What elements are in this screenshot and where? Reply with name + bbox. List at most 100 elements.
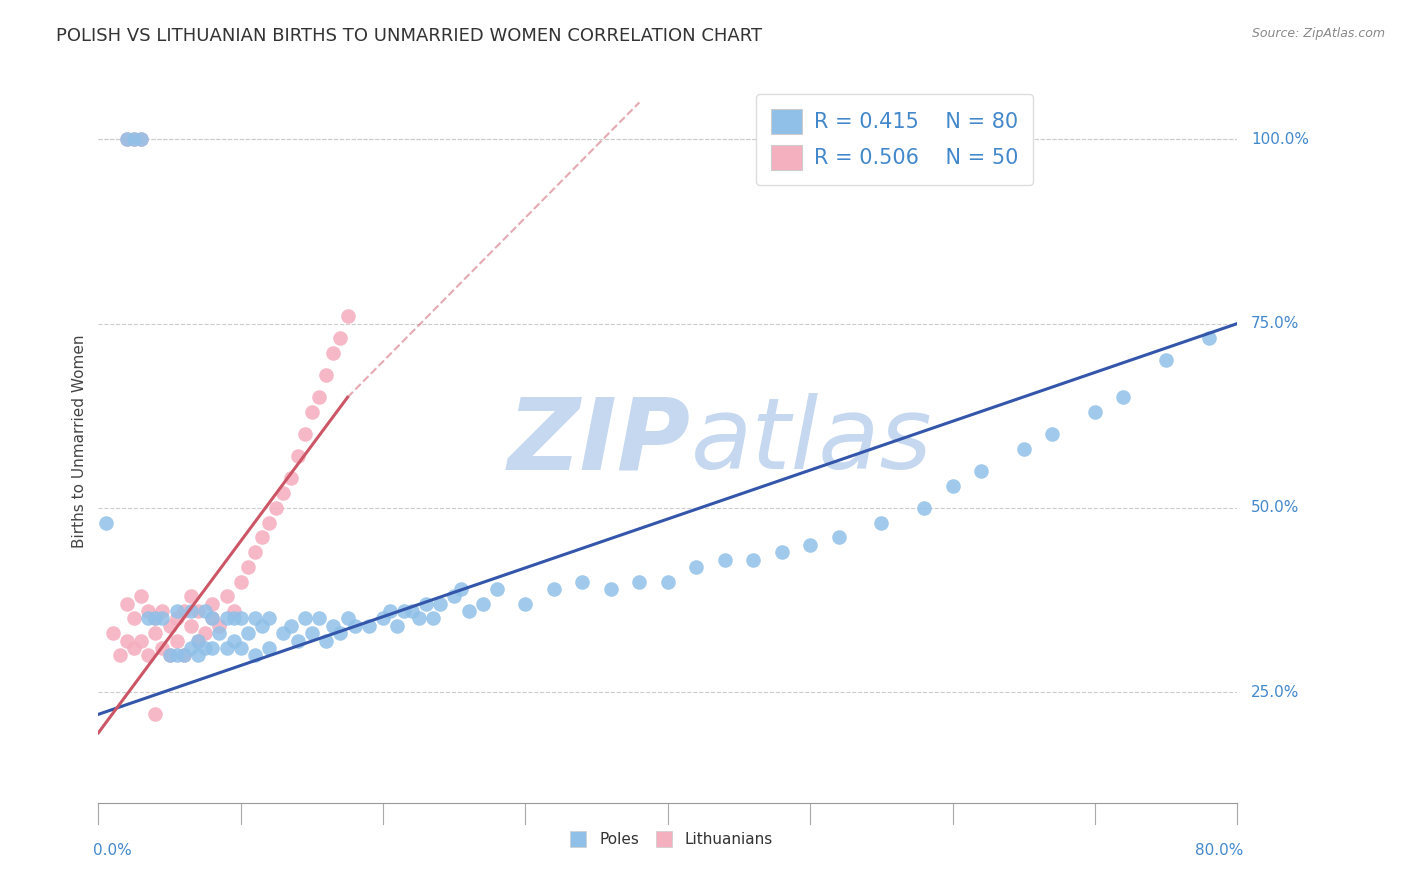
Point	[942, 479, 965, 493]
Point	[336, 309, 359, 323]
Point	[329, 331, 352, 345]
Point	[166, 604, 188, 618]
Point	[108, 648, 131, 663]
Point	[1012, 442, 1035, 456]
Point	[180, 640, 202, 655]
Text: 0.0%: 0.0%	[93, 843, 132, 857]
Point	[94, 516, 117, 530]
Point	[159, 648, 181, 663]
Point	[236, 560, 259, 574]
Point	[215, 590, 238, 604]
Point	[180, 604, 202, 618]
Point	[129, 633, 152, 648]
Point	[145, 707, 167, 722]
Point	[280, 471, 302, 485]
Point	[294, 427, 316, 442]
Point	[443, 590, 465, 604]
Point	[236, 626, 259, 640]
Point	[486, 582, 509, 596]
Text: Source: ZipAtlas.com: Source: ZipAtlas.com	[1251, 27, 1385, 40]
Point	[1112, 390, 1135, 404]
Point	[657, 574, 679, 589]
Point	[799, 538, 821, 552]
Point	[315, 368, 337, 383]
Point	[173, 648, 195, 663]
Point	[145, 626, 167, 640]
Point	[166, 648, 188, 663]
Point	[685, 560, 707, 574]
Point	[201, 640, 224, 655]
Point	[373, 611, 395, 625]
Point	[180, 590, 202, 604]
Point	[515, 597, 537, 611]
Legend: Poles, Lithuanians: Poles, Lithuanians	[557, 826, 779, 853]
Point	[136, 611, 159, 625]
Point	[229, 611, 252, 625]
Point	[159, 619, 181, 633]
Point	[136, 648, 159, 663]
Point	[308, 390, 330, 404]
Point	[415, 597, 437, 611]
Point	[187, 633, 209, 648]
Point	[115, 132, 138, 146]
Point	[201, 597, 224, 611]
Point	[408, 611, 430, 625]
Point	[259, 640, 281, 655]
Point	[259, 516, 281, 530]
Point	[770, 545, 793, 559]
Point	[322, 619, 344, 633]
Point	[180, 619, 202, 633]
Point	[308, 611, 330, 625]
Point	[173, 604, 195, 618]
Point	[222, 604, 245, 618]
Point	[136, 604, 159, 618]
Text: 80.0%: 80.0%	[1195, 843, 1243, 857]
Point	[166, 611, 188, 625]
Point	[243, 648, 266, 663]
Point	[145, 611, 167, 625]
Point	[194, 604, 217, 618]
Point	[457, 604, 479, 618]
Point	[1198, 331, 1220, 345]
Point	[287, 450, 309, 464]
Point	[166, 633, 188, 648]
Point	[194, 626, 217, 640]
Point	[187, 604, 209, 618]
Point	[122, 640, 145, 655]
Point	[129, 132, 152, 146]
Text: 25.0%: 25.0%	[1251, 685, 1299, 699]
Point	[571, 574, 593, 589]
Point	[600, 582, 623, 596]
Point	[471, 597, 494, 611]
Point	[329, 626, 352, 640]
Point	[187, 648, 209, 663]
Point	[301, 626, 323, 640]
Point	[870, 516, 893, 530]
Point	[322, 346, 344, 360]
Point	[1154, 353, 1177, 368]
Point	[450, 582, 472, 596]
Point	[243, 611, 266, 625]
Point	[159, 648, 181, 663]
Point	[208, 619, 231, 633]
Text: 100.0%: 100.0%	[1251, 132, 1309, 147]
Point	[294, 611, 316, 625]
Text: POLISH VS LITHUANIAN BIRTHS TO UNMARRIED WOMEN CORRELATION CHART: POLISH VS LITHUANIAN BIRTHS TO UNMARRIED…	[56, 27, 762, 45]
Point	[115, 633, 138, 648]
Point	[315, 633, 337, 648]
Point	[429, 597, 451, 611]
Point	[145, 611, 167, 625]
Point	[1084, 405, 1107, 419]
Point	[742, 552, 765, 566]
Point	[222, 633, 245, 648]
Point	[280, 619, 302, 633]
Point	[152, 611, 174, 625]
Point	[122, 132, 145, 146]
Point	[215, 640, 238, 655]
Text: 50.0%: 50.0%	[1251, 500, 1299, 516]
Point	[828, 530, 851, 544]
Point	[387, 619, 409, 633]
Point	[273, 486, 295, 500]
Point	[173, 648, 195, 663]
Point	[394, 604, 416, 618]
